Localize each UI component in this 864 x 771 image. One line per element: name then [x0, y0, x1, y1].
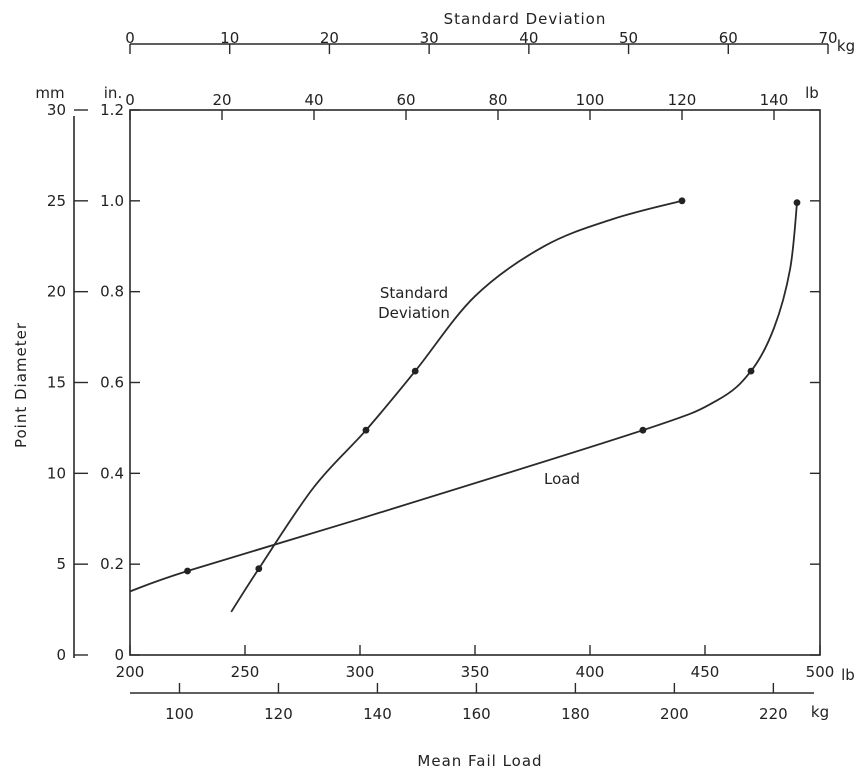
- left-mm-tick-label: 20: [47, 283, 66, 301]
- bottom-lb-tick-label: 350: [461, 663, 490, 681]
- left-in-tick-label: 0: [114, 646, 124, 664]
- top-lb-tick-label: 20: [212, 91, 231, 109]
- top-kg-tick-label: 20: [320, 29, 339, 47]
- data-point-load: [793, 199, 801, 207]
- top-lb-tick-label: 80: [488, 91, 507, 109]
- top-lb-tick-label: 0: [125, 91, 135, 109]
- bottom-lb-tick-label: 450: [691, 663, 720, 681]
- bottom-lb-unit: lb: [841, 666, 855, 684]
- left-in-tick-label: 0.4: [100, 464, 124, 482]
- axes-layer: [73, 43, 828, 694]
- data-point-standard-deviation: [255, 565, 263, 573]
- top-kg-tick-label: 0: [125, 29, 135, 47]
- top-lb-tick-label: 100: [576, 91, 605, 109]
- left-in-tick-label: 0.2: [100, 555, 124, 573]
- left-mm-tick-label: 0: [56, 646, 66, 664]
- bottom-kg-tick-label: 200: [660, 705, 689, 723]
- top-kg-tick-label: 60: [719, 29, 738, 47]
- bottom-kg-tick-label: 120: [264, 705, 293, 723]
- top-lb-unit: lb: [805, 84, 819, 102]
- left-mm-tick-label: 30: [47, 101, 66, 119]
- bottom-kg-tick-label: 180: [561, 705, 590, 723]
- bottom-lb-tick-label: 400: [576, 663, 605, 681]
- top-kg-tick-label: 70: [818, 29, 837, 47]
- left-in-tick-label: 0.8: [100, 283, 124, 301]
- top-kg-tick-label: 40: [519, 29, 538, 47]
- top-axis-title: Standard Deviation: [444, 10, 607, 28]
- data-point-standard-deviation: [411, 367, 419, 375]
- top-lb-tick-label: 60: [396, 91, 415, 109]
- bottom-lb-tick-label: 500: [806, 663, 835, 681]
- left-mm-tick-label: 5: [56, 555, 66, 573]
- data-point-standard-deviation: [678, 197, 686, 205]
- bottom-kg-tick-label: 140: [363, 705, 392, 723]
- series-line-load: [129, 202, 798, 593]
- left-in-tick-label: 1.2: [100, 101, 124, 119]
- bottom-lb-tick-label: 250: [231, 663, 260, 681]
- top-lb-tick-label: 140: [760, 91, 789, 109]
- left-mm-tick-label: 10: [47, 464, 66, 482]
- series-layer: [129, 197, 801, 613]
- left-in-tick-label: 0.6: [100, 374, 124, 392]
- ticks-layer: 0 10 20 30 40 50 60 70 0 20 40 60 80 100 120 140 0 5 10 15 2…: [47, 29, 838, 723]
- sd-label-line1: Standard: [380, 284, 448, 302]
- bottom-kg-unit: kg: [811, 703, 829, 721]
- top-kg-tick-label: 50: [619, 29, 638, 47]
- bottom-kg-tick-label: 220: [759, 705, 788, 723]
- left-axis-title: Point Diameter: [12, 322, 30, 448]
- sd-label-line2: Deviation: [378, 304, 450, 322]
- data-point-load: [747, 367, 755, 375]
- left-mm-unit: mm: [35, 84, 64, 102]
- load-label: Load: [544, 470, 580, 488]
- top-kg-tick-label: 30: [420, 29, 439, 47]
- data-point-standard-deviation: [362, 426, 370, 434]
- top-kg-tick-label: 10: [220, 29, 239, 47]
- data-point-load: [184, 567, 191, 575]
- top-lb-tick-label: 40: [304, 91, 323, 109]
- series-line-standard-deviation: [230, 199, 683, 613]
- top-kg-unit: kg: [837, 37, 855, 55]
- left-in-unit: in.: [104, 84, 122, 102]
- left-mm-tick-label: 25: [47, 192, 66, 210]
- bottom-kg-tick-label: 100: [165, 705, 194, 723]
- plot-frame: [129, 109, 821, 656]
- bottom-kg-tick-label: 160: [462, 705, 491, 723]
- top-lb-tick-label: 120: [668, 91, 697, 109]
- bottom-lb-tick-label: 300: [346, 663, 375, 681]
- bottom-lb-tick-label: 200: [116, 663, 145, 681]
- bottom-axis-title: Mean Fail Load: [417, 752, 542, 770]
- data-point-load: [639, 426, 647, 434]
- left-in-tick-label: 1.0: [100, 192, 124, 210]
- left-mm-tick-label: 15: [47, 374, 66, 392]
